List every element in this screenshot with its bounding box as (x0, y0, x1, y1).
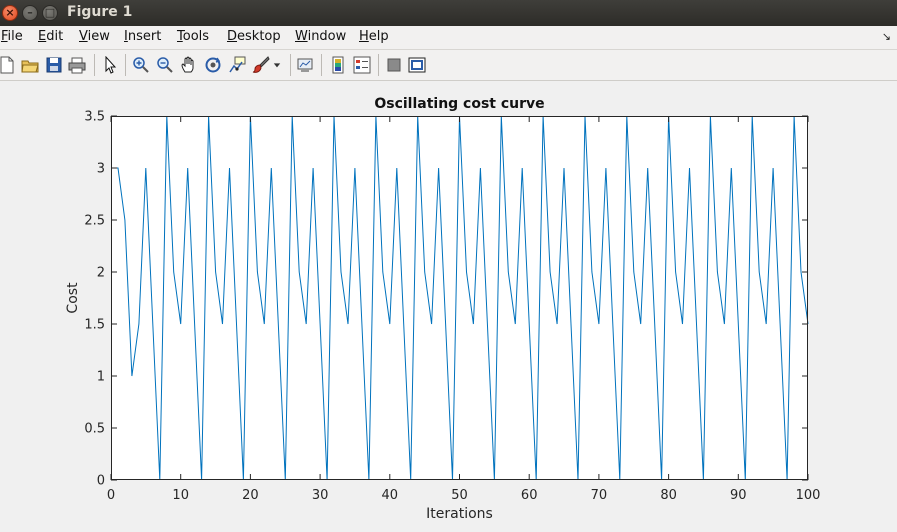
y-tick-label: 0.5 (84, 422, 105, 437)
menu-help[interactable]: Help (359, 29, 389, 44)
y-tick-label: 2.5 (84, 214, 105, 229)
x-tick-label: 50 (451, 488, 468, 503)
pointer-icon (105, 56, 117, 74)
zoom-out-icon (157, 57, 173, 73)
y-tick-label: 1.5 (84, 318, 105, 333)
x-tick-label: 90 (730, 488, 747, 503)
insert-legend-button[interactable] (352, 55, 372, 75)
pan-button[interactable] (179, 55, 199, 75)
pan-icon (181, 56, 194, 73)
x-tick-label: 10 (172, 488, 189, 503)
x-tick-label: 70 (591, 488, 608, 503)
save-button[interactable] (44, 55, 64, 75)
x-tick-label: 60 (521, 488, 538, 503)
maximize-window-button[interactable]: □ (42, 5, 58, 21)
insert-colorbar-button[interactable] (328, 55, 348, 75)
data-cursor-button[interactable] (227, 55, 247, 75)
window-title-bar: × – □ Figure 1 (0, 0, 897, 26)
zoom-in-button[interactable] (131, 55, 151, 75)
toolbar-separator (290, 54, 291, 76)
menu-edit[interactable]: Edit (38, 29, 64, 44)
axes-background (111, 116, 808, 480)
x-tick-label: 40 (382, 488, 399, 503)
menu-overflow-arrow-icon[interactable]: ↘ (881, 30, 891, 43)
menu-window[interactable]: Window (295, 29, 347, 44)
x-axis-label: Iterations (426, 506, 493, 522)
plot-svg: 0 10 20 30 40 50 60 70 80 90 100 00.511.522.533.5 … (65, 96, 820, 522)
menu-insert[interactable]: Insert (124, 29, 162, 44)
x-axis-ticks: 0 10 20 30 40 50 60 70 80 90 100 (107, 116, 821, 503)
link-plot-icon (297, 58, 313, 72)
y-axis-label: Cost (65, 282, 81, 314)
hide-plot-tools-button[interactable] (384, 55, 404, 75)
close-icon: × (5, 6, 15, 19)
menu-desktop[interactable]: Desktop (227, 29, 281, 44)
brush-dropdown-button[interactable] (270, 55, 284, 75)
data-cursor-icon (229, 56, 246, 73)
x-tick-label: 80 (660, 488, 677, 503)
zoom-in-icon (133, 57, 149, 73)
show-plot-tools-icon (408, 57, 426, 73)
y-tick-label: 3 (97, 162, 105, 177)
link-plot-button[interactable] (295, 55, 315, 75)
y-tick-label: 2 (97, 266, 105, 281)
figure-toolbar (0, 50, 897, 81)
print-icon (68, 57, 86, 74)
hide-plot-tools-icon (387, 58, 401, 72)
close-window-button[interactable]: × (2, 5, 18, 21)
brush-icon (252, 56, 270, 73)
menu-bar: File Edit View Insert Tools Desktop Wind… (0, 26, 897, 50)
x-tick-label: 100 (796, 488, 821, 503)
rotate-3d-button[interactable] (203, 55, 223, 75)
y-tick-label: 0 (97, 474, 105, 489)
toolbar-separator (125, 54, 126, 76)
y-axis-ticks: 0 0.5 1 1.5 2 2.5 3 3.5 (84, 110, 808, 489)
minimize-window-button[interactable]: – (22, 5, 38, 21)
toolbar-separator (378, 54, 379, 76)
chart-title: Oscillating cost curve (374, 96, 544, 112)
open-file-icon (21, 60, 39, 73)
menu-tools[interactable]: Tools (177, 29, 210, 44)
legend-icon (353, 56, 371, 74)
x-tick-label: 20 (242, 488, 259, 503)
print-button[interactable] (67, 55, 87, 75)
maximize-icon: □ (44, 6, 56, 19)
toolbar-separator (321, 54, 322, 76)
show-plot-tools-button[interactable] (407, 55, 427, 75)
minimize-icon: – (27, 6, 33, 19)
brush-button[interactable] (251, 55, 271, 75)
x-tick-label: 30 (312, 488, 329, 503)
new-figure-button[interactable] (0, 55, 17, 75)
save-icon (46, 57, 62, 73)
open-file-button[interactable] (20, 55, 40, 75)
zoom-out-button[interactable] (155, 55, 175, 75)
colorbar-icon (332, 56, 344, 74)
rotate-3d-icon (205, 57, 221, 73)
toolbar-separator (94, 54, 95, 76)
new-figure-icon (0, 56, 14, 74)
window-title: Figure 1 (67, 4, 133, 20)
axes[interactable]: 0 10 20 30 40 50 60 70 80 90 100 00.511.522.533.5 … (65, 96, 820, 522)
y-tick-label: 1 (97, 370, 105, 385)
menu-view[interactable]: View (79, 29, 110, 44)
menu-file[interactable]: File (1, 29, 23, 44)
edit-plot-button[interactable] (100, 55, 120, 75)
x-tick-label: 0 (107, 488, 115, 503)
y-tick-label: 3.5 (84, 110, 105, 125)
dropdown-arrow-icon (273, 63, 281, 68)
